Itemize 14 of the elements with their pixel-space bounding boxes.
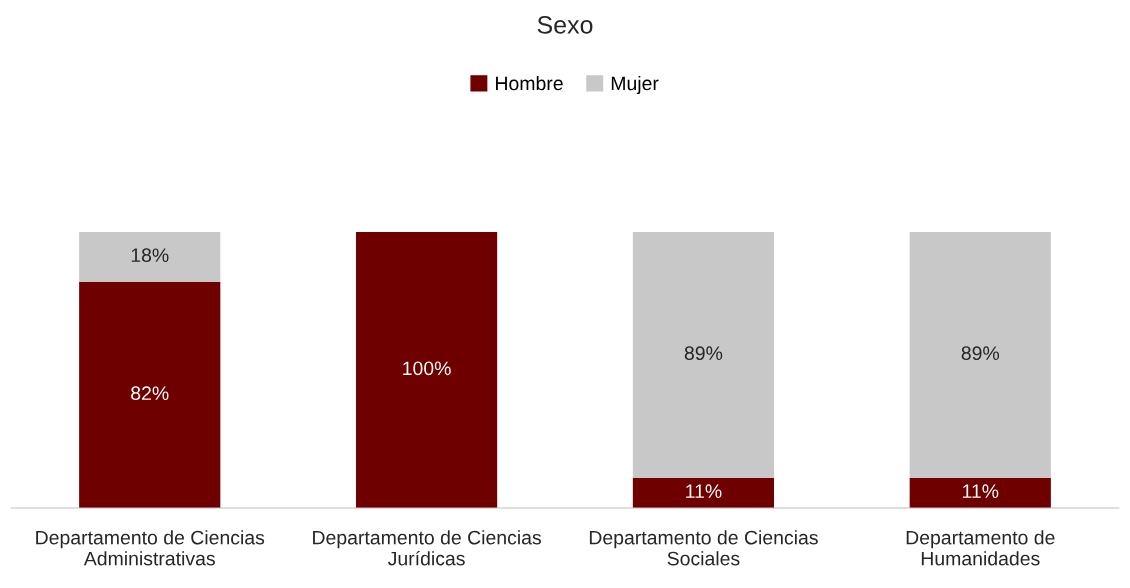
legend-label: Mujer	[611, 75, 659, 95]
data-label: 18%	[131, 248, 169, 263]
data-label: 82%	[131, 386, 169, 401]
x-tick-label: Departamento de Humanidades	[906, 530, 1055, 566]
data-label: 89%	[684, 346, 723, 361]
data-label: 11%	[686, 484, 722, 498]
data-label: 11%	[963, 484, 999, 498]
legend-label: Hombre	[496, 75, 563, 91]
chart-title: Sexo	[537, 16, 593, 34]
data-label: 100%	[403, 361, 451, 376]
data-label: 89%	[961, 346, 1000, 361]
x-tick-label: Departamento de Ciencias Jurídicas	[313, 530, 541, 566]
x-tick-label: Departamento de Ciencias Sociales	[589, 530, 818, 566]
x-tick-label: Departamento de Ciencias Administrativas	[36, 530, 265, 566]
